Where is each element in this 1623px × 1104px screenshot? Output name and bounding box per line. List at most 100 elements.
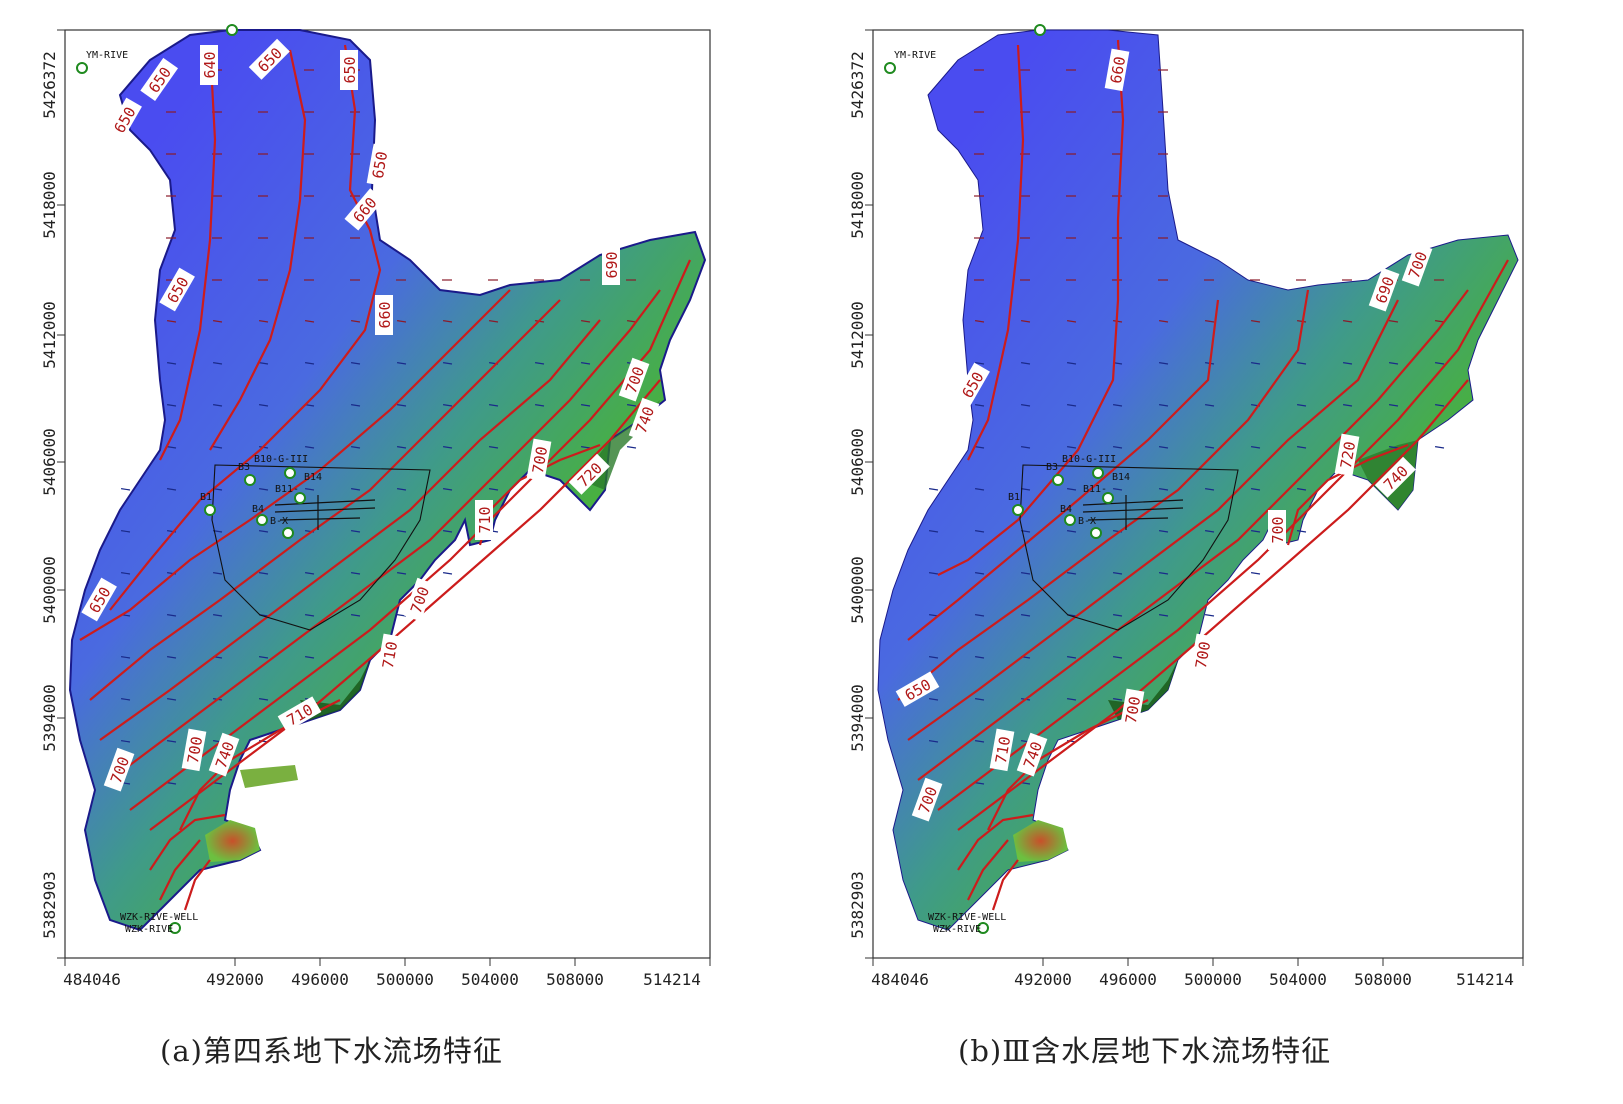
- flow-arrow: [1066, 530, 1077, 533]
- contour-label: 660: [376, 301, 394, 328]
- flow-arrow: [974, 740, 985, 743]
- flow-arrow: [120, 740, 131, 743]
- flow-arrow: [1158, 446, 1169, 449]
- well-label: B-X: [1078, 516, 1096, 527]
- flow-arrow: [1204, 530, 1215, 533]
- flow-arrow: [212, 362, 223, 365]
- project-boundary: [211, 464, 431, 631]
- flow-arrow: [488, 488, 499, 491]
- flow-arrow: [974, 782, 985, 785]
- aquifer-area: [877, 29, 1519, 931]
- y-axis: [57, 29, 66, 959]
- flow-arrow: [1250, 530, 1261, 533]
- flow-arrow: [928, 740, 939, 743]
- flow-arrow: [928, 530, 939, 533]
- flow-arrow: [350, 572, 361, 575]
- flow-arrow: [1066, 572, 1077, 575]
- flow-arrow: [442, 320, 453, 323]
- flow-arrow: [580, 446, 591, 449]
- flow-arrow: [166, 446, 177, 449]
- flow-arrow: [1020, 404, 1031, 407]
- flow-arrow: [1066, 446, 1077, 449]
- x-tick-label: 492000: [1014, 970, 1072, 989]
- well-marker: [169, 922, 181, 934]
- flow-arrow: [626, 404, 637, 407]
- contour-label: 660: [1107, 55, 1129, 85]
- x-tick-labels: 484046 492000 496000 500000 504000 50800…: [871, 970, 1514, 989]
- y-tick-label: 5418000: [40, 171, 59, 238]
- flow-arrow: [442, 530, 453, 533]
- flow-arrow: [258, 362, 269, 365]
- flow-arrow-group: [120, 69, 637, 785]
- flow-arrow: [1204, 446, 1215, 449]
- flow-arrow: [166, 404, 177, 407]
- flow-arrow: [1296, 320, 1307, 323]
- flow-arrow: [1250, 572, 1261, 575]
- flow-arrow: [396, 530, 407, 533]
- well-label: B11-: [1083, 484, 1107, 495]
- flow-arrow: [1066, 320, 1077, 323]
- well-marker: [76, 62, 88, 74]
- x-tick-label: 504000: [1269, 970, 1327, 989]
- well-marker: [1034, 24, 1046, 36]
- x-tick-labels: 484046 492000 496000 500000 504000 50800…: [63, 970, 701, 989]
- flow-arrow: [396, 446, 407, 449]
- y-tick-label: 5400000: [848, 556, 867, 623]
- flow-arrow: [442, 488, 453, 491]
- y-tick-label: 5412000: [848, 301, 867, 368]
- contour-label: 720: [1337, 440, 1359, 470]
- flow-arrow: [1434, 320, 1445, 323]
- contour-label: 700: [1192, 640, 1214, 670]
- flow-arrow: [166, 320, 177, 323]
- flow-arrow: [350, 530, 361, 533]
- x-tick-label: 484046: [871, 970, 929, 989]
- x-tick-label: 492000: [206, 970, 264, 989]
- y-tick-label: 5426372: [848, 51, 867, 118]
- flow-arrow: [488, 404, 499, 407]
- flow-arrow: [1112, 698, 1123, 701]
- flow-arrow: [974, 614, 985, 617]
- well-label-group: YM-RIVE B10-G-III B3 B14 B11- B1 B4 B-X …: [894, 50, 1130, 935]
- flow-arrow: [166, 488, 177, 491]
- x-tick-label: 500000: [1184, 970, 1242, 989]
- flow-arrow: [396, 362, 407, 365]
- flow-arrow: [1434, 362, 1445, 365]
- x-tick-label: 496000: [291, 970, 349, 989]
- flow-arrow: [166, 740, 177, 743]
- flow-arrow: [120, 530, 131, 533]
- y-tick-label: 5394000: [40, 684, 59, 751]
- flow-arrow: [1158, 362, 1169, 365]
- flow-arrow: [1250, 320, 1261, 323]
- flow-arrow: [1388, 362, 1399, 365]
- flow-arrow: [1250, 488, 1261, 491]
- well-marker: [226, 24, 238, 36]
- flow-arrow: [212, 446, 223, 449]
- flow-arrow: [1066, 698, 1077, 701]
- flow-arrow: [1112, 614, 1123, 617]
- flow-arrow: [1112, 446, 1123, 449]
- flow-arrow: [1112, 656, 1123, 659]
- flow-arrow: [974, 656, 985, 659]
- flow-arrow: [1158, 404, 1169, 407]
- flow-arrow: [1158, 530, 1169, 533]
- well-label: B10-G-III: [254, 454, 308, 465]
- flow-arrow: [396, 488, 407, 491]
- flow-arrow: [1342, 320, 1353, 323]
- well-marker: [256, 514, 268, 526]
- flow-arrow: [258, 572, 269, 575]
- flow-arrow: [580, 362, 591, 365]
- project-boundary: [1019, 464, 1239, 631]
- x-tick-label: 508000: [546, 970, 604, 989]
- flow-arrow: [1020, 362, 1031, 365]
- contour-label: 700: [1122, 695, 1144, 725]
- flow-arrow: [1112, 404, 1123, 407]
- flow-arrow: [120, 572, 131, 575]
- flow-arrow: [350, 320, 361, 323]
- flow-arrow: [580, 404, 591, 407]
- flow-arrow: [1204, 320, 1215, 323]
- flow-arrow: [974, 362, 985, 365]
- panel-caption: (a)第四系地下水流场特征: [160, 1034, 503, 1068]
- y-tick-label: 5426372: [40, 51, 59, 118]
- y-tick-label: 5382903: [848, 871, 867, 938]
- y-tick-label: 5406000: [40, 428, 59, 495]
